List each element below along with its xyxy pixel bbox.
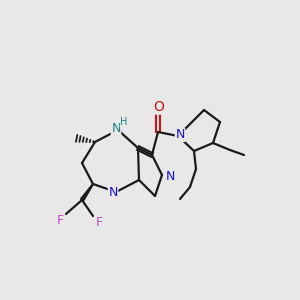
Text: F: F	[56, 214, 64, 226]
Text: N: N	[108, 187, 118, 200]
Text: F: F	[95, 215, 103, 229]
Text: N: N	[165, 170, 175, 184]
Text: O: O	[154, 100, 164, 114]
Polygon shape	[81, 184, 93, 201]
Text: N: N	[111, 122, 121, 136]
Text: H: H	[120, 117, 128, 127]
Text: N: N	[175, 128, 185, 142]
